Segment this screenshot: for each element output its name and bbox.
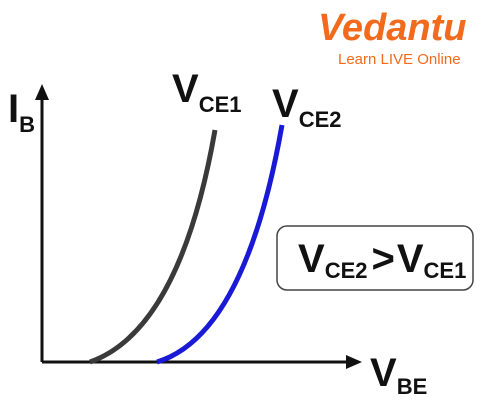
- text-part: >: [371, 237, 394, 281]
- curve-vce1: [89, 129, 218, 365]
- logo-tagline: Learn LIVE Online: [338, 51, 461, 68]
- relation-box: [276, 225, 474, 291]
- text-part: CE1: [199, 92, 242, 117]
- text-part: BE: [397, 374, 428, 399]
- text-part: V: [272, 82, 299, 126]
- logo-name: Vedantu: [318, 7, 467, 49]
- text-part: I: [8, 87, 19, 131]
- y-arrow: [35, 84, 49, 100]
- text-part: CE2: [325, 258, 368, 283]
- text-part: V: [397, 237, 424, 281]
- curve-label: VCE2: [272, 82, 341, 132]
- relation: VCE2 >VCE1: [298, 237, 466, 283]
- text-part: CE2: [299, 107, 342, 132]
- x-arrow: [346, 355, 362, 369]
- text-part: B: [19, 112, 35, 137]
- curve-vce2: [156, 124, 285, 365]
- text-part: V: [370, 351, 397, 395]
- text-part: V: [298, 237, 325, 281]
- text-part: V: [172, 67, 199, 111]
- x-axis-label: VBE: [370, 351, 427, 399]
- text-part: CE1: [424, 258, 467, 283]
- curve-label: VCE1: [172, 67, 241, 117]
- y-axis-label: IB: [8, 87, 35, 137]
